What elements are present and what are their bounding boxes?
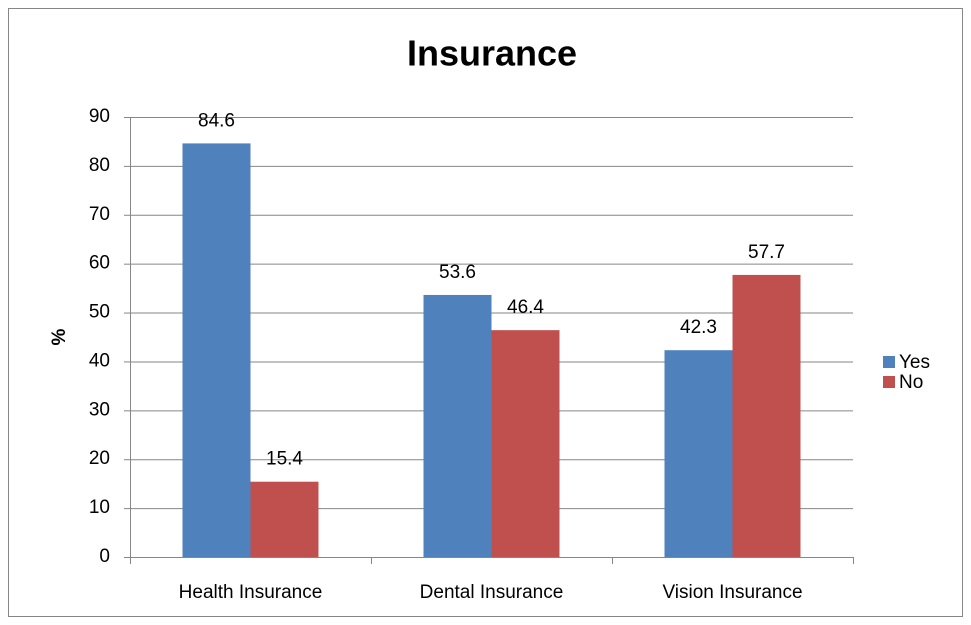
y-axis-label: % [49,328,70,345]
y-tick-label: 30 [89,399,110,420]
y-tick-label: 20 [89,448,110,469]
y-tick-label: 0 [99,546,110,567]
y-tick-label: 60 [89,253,110,274]
bar [732,274,801,557]
y-tick-label: 90 [89,106,110,127]
data-label: 15.4 [266,449,303,470]
bar [250,481,319,557]
y-tick-label: 70 [89,204,110,225]
data-label: 84.6 [198,110,235,131]
bar [423,294,492,557]
bar [182,143,251,557]
data-label: 57.7 [748,242,785,263]
data-label: 42.3 [680,317,717,338]
data-label: 46.4 [507,297,544,318]
bar [491,330,560,557]
bar [664,350,733,557]
legend-swatch [883,376,895,388]
y-tick-label: 80 [89,155,110,176]
y-tick-label: 50 [89,302,110,323]
legend-label: Yes [899,352,930,373]
x-tick-label: Vision Insurance [662,582,802,603]
y-tick-label: 10 [89,497,110,518]
legend-swatch [883,356,895,368]
y-tick-label: 40 [89,350,110,371]
x-tick-label: Dental Insurance [420,582,564,603]
legend-label: No [899,372,923,393]
data-label: 53.6 [439,262,476,283]
chart-title: Insurance [407,33,577,74]
x-tick-label: Health Insurance [179,582,323,603]
